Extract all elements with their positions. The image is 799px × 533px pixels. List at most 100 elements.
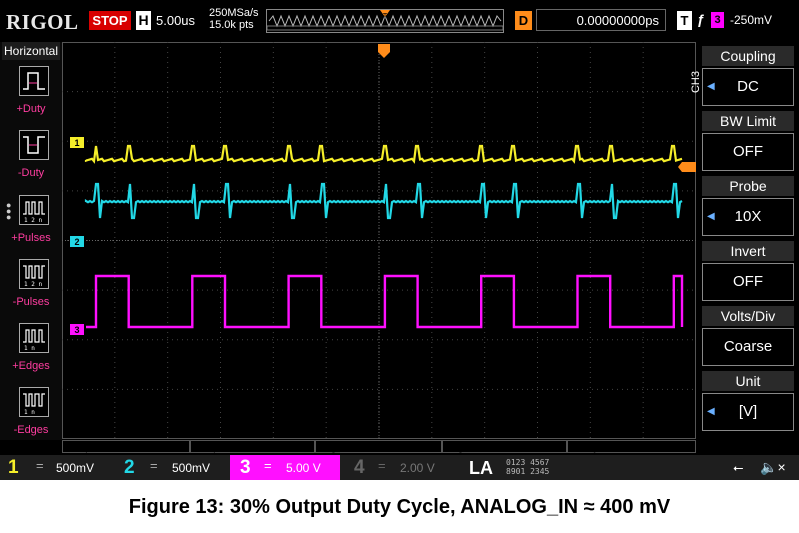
bw-limit-value: OFF <box>733 143 763 160</box>
minus-pulses-button[interactable]: 1 2 n <box>19 259 49 289</box>
delay-value: 0.00000000ps <box>536 9 666 31</box>
mute-mark: × <box>777 459 786 475</box>
plus-edges-label: +Edges <box>12 360 50 372</box>
plus-duty-icon <box>23 72 45 90</box>
brand-logo: RIGOL <box>6 10 79 34</box>
ch2-marker-label: 2 <box>74 237 79 247</box>
minus-pulses-icon: 1 2 n <box>23 265 45 288</box>
probe-button[interactable]: ◀ 10X <box>702 198 794 236</box>
measurement-ch2-avg[interactable]: Avg=390mV <box>442 440 567 453</box>
minus-edges-label: -Edges <box>13 424 49 436</box>
unit-button[interactable]: ◀ [V] <box>702 393 794 431</box>
ch2-coupling-icon: = <box>150 458 158 473</box>
coupling-arrow-icon: ◀ <box>707 81 715 92</box>
ch1-scale: 500mV <box>56 461 95 475</box>
coupling-value: DC <box>737 78 759 95</box>
measurement-ch3-duty[interactable]: +Duty=33.67 % <box>567 440 696 453</box>
memory-depth: 15.0k pts <box>209 19 254 31</box>
measurement-ch1-avg-text: Avg=-204mV <box>318 441 382 453</box>
ch1-number: 1 <box>8 457 19 478</box>
ch4-coupling-icon: = <box>378 458 386 473</box>
horizontal-key[interactable]: H <box>136 11 151 30</box>
trigger-level-marker[interactable] <box>678 162 696 172</box>
ch3-marker-label: 3 <box>74 325 79 335</box>
plus-pulses-digits: 1 2 n <box>24 217 42 224</box>
minus-pulses-label: -Pulses <box>12 296 50 308</box>
volts-div-title: Volts/Div <box>702 306 794 326</box>
waveform-grid-svg: 1 2 3 <box>62 42 696 439</box>
svg-text:T: T <box>383 13 388 20</box>
measurement-bar: Freq=308kHz Freq>4.00MHz Avg=-204mV Avg=… <box>62 440 696 454</box>
plus-edges-icon: 1 n <box>23 329 45 352</box>
ch3-coupling-icon: = <box>264 458 272 473</box>
measurement-ch1-freq[interactable]: Freq=308kHz <box>62 440 190 453</box>
coupling-button[interactable]: ◀ DC <box>702 68 794 106</box>
ch4-scale: 2.00 V <box>400 461 435 475</box>
measurement-ch2-freq-text: Freq>4.00MHz <box>193 441 267 453</box>
ch4-number: 4 <box>354 457 365 478</box>
volts-div-value: Coarse <box>723 338 773 355</box>
oscilloscope-screen: RIGOL STOP H 5.00us 250MSa/s 15.0k pts T… <box>0 0 799 480</box>
ch1-trace <box>84 144 683 164</box>
plus-duty-label: +Duty <box>16 103 46 115</box>
minus-duty-button[interactable] <box>19 130 49 160</box>
memory-overview-strip: T <box>266 9 504 33</box>
probe-title: Probe <box>702 176 794 196</box>
memory-waveform-icon: T <box>266 10 504 31</box>
plus-duty-button[interactable] <box>19 66 49 96</box>
coupling-title: Coupling <box>702 46 794 66</box>
run-stop-status[interactable]: STOP <box>89 11 131 30</box>
measurement-ch1-freq-text: Freq=308kHz <box>65 441 132 453</box>
delay-key[interactable]: D <box>515 11 532 30</box>
measurement-ch2-freq[interactable]: Freq>4.00MHz <box>190 440 315 453</box>
measurement-ch3-duty-text: +Duty=33.67 % <box>570 441 646 453</box>
channel-status-bar: 1 = 500mV 2 = 500mV 3 = 5.00 V 4 = 2.00 … <box>0 455 799 480</box>
la-channel-grid[interactable]: 0123 4567 8901 2345 <box>506 458 549 476</box>
minus-pulses-digits: 1 2 n <box>24 281 42 288</box>
plus-pulses-button[interactable]: 1 2 n <box>19 195 49 225</box>
waveform-display[interactable]: 1 2 3 <box>62 42 696 439</box>
plus-pulses-icon: 1 2 n <box>23 201 45 224</box>
timebase-value: 5.00us <box>156 13 196 28</box>
ch3-marker[interactable]: 3 <box>70 324 84 335</box>
left-measure-menu: Horizontal +Duty -Duty ● ● ● 1 2 n +Pulses… <box>0 42 62 440</box>
unit-title: Unit <box>702 371 794 391</box>
ch2-trace <box>84 182 683 220</box>
channel-markers: 1 2 3 <box>70 44 696 335</box>
probe-arrow-icon: ◀ <box>707 211 715 222</box>
minus-duty-label: -Duty <box>17 167 45 179</box>
left-menu-title: Horizontal <box>2 42 60 60</box>
ch1-marker[interactable]: 1 <box>70 137 84 148</box>
minus-edges-icon: 1 n <box>23 393 45 416</box>
speaker-muted-icon[interactable]: 🔈× <box>760 459 786 475</box>
ch2-scale: 500mV <box>172 461 211 475</box>
ch3-active-highlight <box>230 455 340 480</box>
bw-limit-button[interactable]: OFF <box>702 133 794 171</box>
plus-edges-button[interactable]: 1 n <box>19 323 49 353</box>
waveform-traces <box>84 144 684 329</box>
minus-edges-button[interactable]: 1 n <box>19 387 49 417</box>
trigger-key[interactable]: T <box>677 11 692 30</box>
usb-icon: ⭠ <box>733 460 744 475</box>
acquisition-info: 250MSa/s 15.0k pts <box>209 7 259 31</box>
la-row-2: 8901 2345 <box>506 467 550 476</box>
top-status-bar: RIGOL STOP H 5.00us 250MSa/s 15.0k pts T… <box>0 0 799 42</box>
ch3-number: 3 <box>240 457 251 478</box>
ch3-trace <box>86 274 684 329</box>
ch3-scale: 5.00 V <box>286 461 321 475</box>
invert-button[interactable]: OFF <box>702 263 794 301</box>
probe-value: 10X <box>734 208 762 225</box>
plus-edges-digits: 1 n <box>24 345 35 352</box>
bw-limit-title: BW Limit <box>702 111 794 131</box>
left-knob-indicator-icon: ● ● ● <box>6 200 12 222</box>
unit-value: [V] <box>738 403 758 420</box>
la-row-1: 0123 4567 <box>506 458 550 467</box>
trigger-position-marker[interactable] <box>378 44 390 58</box>
ch2-marker[interactable]: 2 <box>70 236 84 247</box>
sample-rate: 250MSa/s <box>209 7 259 19</box>
measurement-ch1-avg[interactable]: Avg=-204mV <box>315 440 442 453</box>
trigger-edge-icon: ƒ <box>697 11 705 27</box>
logic-analyzer-label[interactable]: LA <box>469 458 493 478</box>
trigger-level: -250mV <box>730 13 773 27</box>
volts-div-button[interactable]: Coarse <box>702 328 794 366</box>
